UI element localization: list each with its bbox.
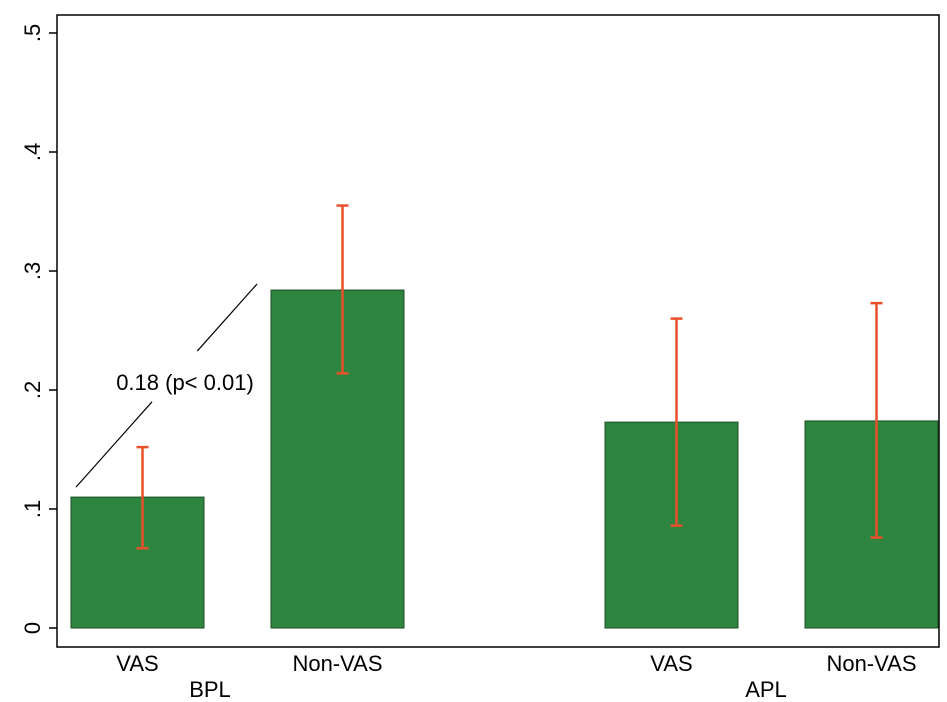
category-label: VAS	[116, 651, 158, 676]
bar	[804, 420, 939, 629]
y-tick-label: .3	[20, 262, 45, 280]
annotation-line-upper	[196, 283, 258, 352]
y-tick-label: .4	[20, 143, 45, 161]
category-label: VAS	[650, 651, 692, 676]
bar	[70, 496, 205, 629]
annotation: 0.18 (p< 0.01)	[75, 283, 258, 488]
y-tick-label: .5	[20, 24, 45, 42]
group-label: BPL	[189, 677, 231, 702]
annotation-label: 0.18 (p< 0.01)	[116, 370, 254, 395]
group-label: APL	[745, 677, 787, 702]
y-tick-label: .2	[20, 381, 45, 399]
y-tick-label: .1	[20, 500, 45, 518]
plot-frame	[56, 14, 940, 648]
category-label: Non-VAS	[826, 651, 916, 676]
y-axis: 0 .1 .2 .3 .4 .5	[20, 24, 57, 634]
error-bars	[136, 204, 883, 550]
y-tick-label: 0	[20, 622, 45, 634]
bars	[70, 289, 939, 629]
bar	[270, 289, 405, 629]
category-label: Non-VAS	[292, 651, 382, 676]
x-axis-labels: VAS Non-VAS BPL VAS Non-VAS APL	[116, 651, 916, 702]
annotation-line-lower	[75, 401, 153, 488]
